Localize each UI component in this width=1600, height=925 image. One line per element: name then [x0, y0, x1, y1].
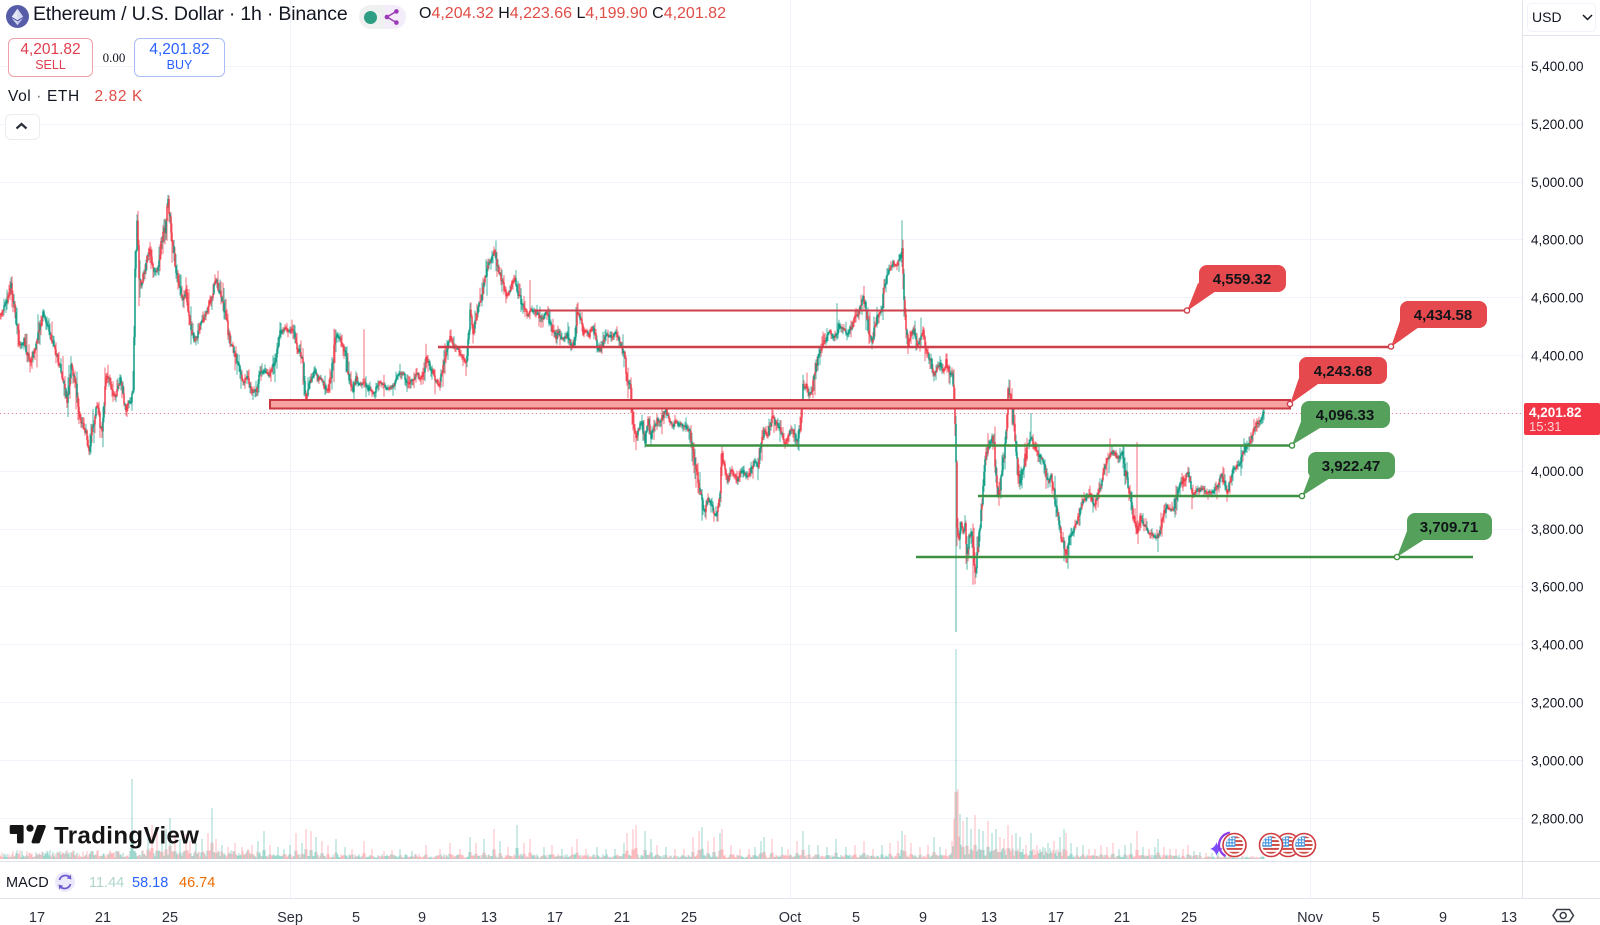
- svg-text:21: 21: [1114, 910, 1130, 925]
- svg-text:USD: USD: [1532, 9, 1562, 25]
- svg-text:13: 13: [481, 910, 497, 925]
- svg-text:Sep: Sep: [277, 910, 303, 925]
- svg-text:5,000.00: 5,000.00: [1531, 175, 1584, 190]
- svg-text:2,800.00: 2,800.00: [1531, 812, 1584, 827]
- svg-text:9: 9: [418, 910, 426, 925]
- svg-text:25: 25: [162, 910, 178, 925]
- svg-text:17: 17: [1048, 910, 1064, 925]
- svg-text:Oct: Oct: [779, 910, 802, 925]
- svg-text:4,434.58: 4,434.58: [1414, 307, 1472, 324]
- svg-text:3,709.71: 3,709.71: [1420, 519, 1478, 536]
- svg-text:46.74: 46.74: [179, 875, 215, 891]
- svg-text:3,922.47: 3,922.47: [1322, 458, 1380, 475]
- svg-text:5: 5: [852, 910, 860, 925]
- svg-text:3,000.00: 3,000.00: [1531, 754, 1584, 769]
- svg-text:3,800.00: 3,800.00: [1531, 522, 1584, 537]
- svg-text:4,559.32: 4,559.32: [1213, 271, 1271, 288]
- svg-text:13: 13: [1501, 910, 1517, 925]
- svg-text:5: 5: [352, 910, 360, 925]
- svg-text:4,243.68: 4,243.68: [1314, 363, 1372, 380]
- svg-text:MACD: MACD: [6, 875, 49, 891]
- svg-text:21: 21: [614, 910, 630, 925]
- svg-text:5: 5: [1372, 910, 1380, 925]
- svg-text:4,000.00: 4,000.00: [1531, 464, 1584, 479]
- svg-text:3,600.00: 3,600.00: [1531, 580, 1584, 595]
- svg-text:25: 25: [1181, 910, 1197, 925]
- svg-text:4,800.00: 4,800.00: [1531, 233, 1584, 248]
- svg-text:5,400.00: 5,400.00: [1531, 59, 1584, 74]
- svg-text:5,200.00: 5,200.00: [1531, 117, 1584, 132]
- svg-text:11.44: 11.44: [89, 875, 124, 891]
- svg-text:17: 17: [29, 910, 45, 925]
- svg-text:17: 17: [547, 910, 563, 925]
- svg-text:Nov: Nov: [1297, 910, 1324, 925]
- svg-text:4,096.33: 4,096.33: [1316, 407, 1374, 424]
- svg-text:9: 9: [919, 910, 927, 925]
- svg-text:15:31: 15:31: [1529, 419, 1562, 434]
- svg-text:3,200.00: 3,200.00: [1531, 696, 1584, 711]
- svg-text:TradingView: TradingView: [54, 823, 199, 850]
- svg-text:9: 9: [1439, 910, 1447, 925]
- svg-text:4,600.00: 4,600.00: [1531, 291, 1584, 306]
- svg-text:25: 25: [681, 910, 697, 925]
- svg-text:58.18: 58.18: [132, 875, 168, 891]
- svg-text:4,201.82: 4,201.82: [1529, 405, 1582, 420]
- svg-text:3,400.00: 3,400.00: [1531, 638, 1584, 653]
- svg-text:4,400.00: 4,400.00: [1531, 349, 1584, 364]
- svg-text:13: 13: [981, 910, 997, 925]
- svg-text:21: 21: [95, 910, 111, 925]
